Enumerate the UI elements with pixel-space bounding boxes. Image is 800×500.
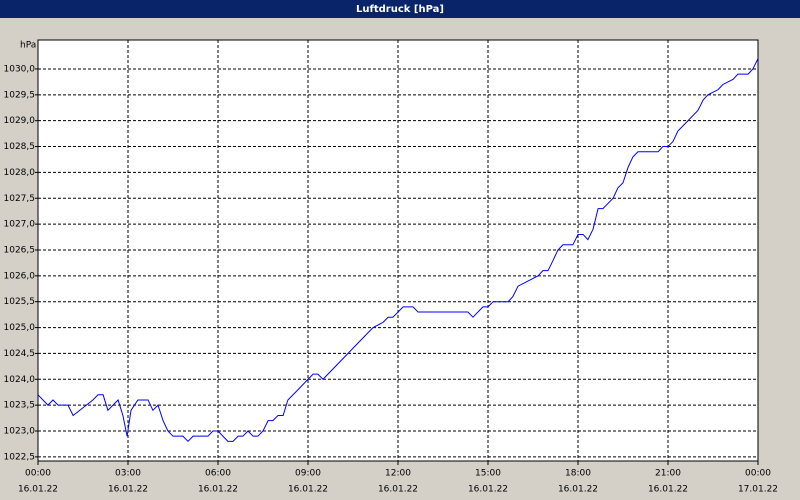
x-tick-date: 16.01.22 <box>468 485 508 495</box>
y-tick-label: 1029,5 <box>4 90 36 100</box>
y-tick-label: 1028,5 <box>4 142 36 152</box>
x-tick-label: 21:00 <box>655 469 681 479</box>
y-unit: hPa <box>20 41 36 51</box>
y-tick-label: 1030,0 <box>4 64 36 74</box>
x-tick-label: 00:00 <box>745 469 771 479</box>
x-tick-label: 12:00 <box>385 469 411 479</box>
y-tick-label: 1023,0 <box>4 427 36 437</box>
y-tick-label: 1023,5 <box>4 401 36 411</box>
y-tick-label: 1022,5 <box>4 452 36 462</box>
x-tick-date: 17.01.22 <box>738 485 778 495</box>
x-tick-date: 16.01.22 <box>198 485 238 495</box>
y-tick-label: 1026,5 <box>4 245 36 255</box>
y-tick-label: 1025,0 <box>4 323 36 333</box>
y-tick-label: 1024,0 <box>4 375 36 385</box>
y-tick-label: 1025,5 <box>4 297 36 307</box>
x-tick-date: 16.01.22 <box>288 485 328 495</box>
line <box>37 58 759 443</box>
x-tick-date: 16.01.22 <box>108 485 148 495</box>
x-tick-label: 09:00 <box>295 469 321 479</box>
x-tick-label: 03:00 <box>115 469 141 479</box>
y-tick-label: 1028,0 <box>4 168 36 178</box>
x-tick-date: 16.01.22 <box>648 485 688 495</box>
y-tick-label: 1024,5 <box>4 349 36 359</box>
y-tick-label: 1027,5 <box>4 194 36 204</box>
y-tick-label: 1027,0 <box>4 220 36 230</box>
x-tick-date: 16.01.22 <box>378 485 418 495</box>
y-tick-label: 1029,0 <box>4 116 36 126</box>
y-tick-label: 1026,0 <box>4 271 36 281</box>
x-tick-label: 18:00 <box>565 469 591 479</box>
x-tick-label: 00:00 <box>25 469 51 479</box>
x-tick-date: 16.01.22 <box>558 485 598 495</box>
x-tick-label: 06:00 <box>205 469 231 479</box>
chart-title: Luftdruck [hPa] <box>356 4 444 15</box>
title-bar <box>0 0 800 18</box>
x-tick-label: 15:00 <box>475 469 501 479</box>
x-tick-date: 16.01.22 <box>18 485 58 495</box>
